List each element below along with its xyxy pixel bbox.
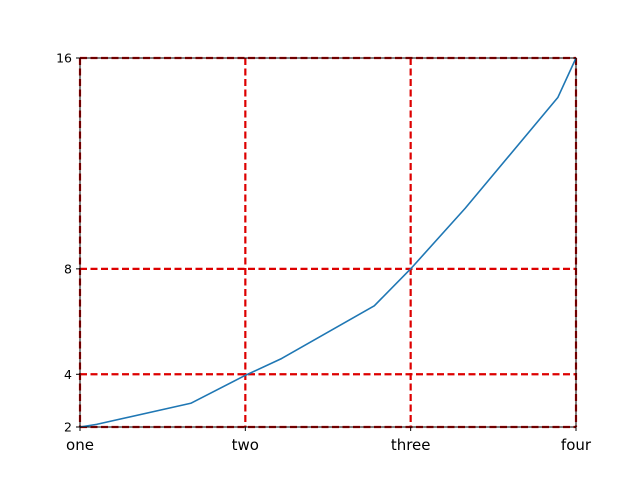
axes: [76, 57, 577, 431]
x-tick-label: one: [66, 436, 94, 454]
y-tick-label: 4: [64, 367, 72, 382]
y-tick-label: 16: [56, 51, 72, 66]
y-tick-label: 8: [64, 261, 72, 276]
x-tick-label: four: [561, 436, 592, 454]
series-line-0: [79, 57, 577, 428]
x-tick-label: three: [391, 436, 431, 454]
series-lines: [79, 57, 577, 428]
tick-labels: one two three four 2 4 8 16: [56, 51, 592, 455]
y-tick-label: 2: [64, 420, 72, 435]
grid-lines: [78, 56, 578, 429]
plot-frame: [79, 57, 577, 428]
x-tick-label: two: [232, 436, 259, 454]
